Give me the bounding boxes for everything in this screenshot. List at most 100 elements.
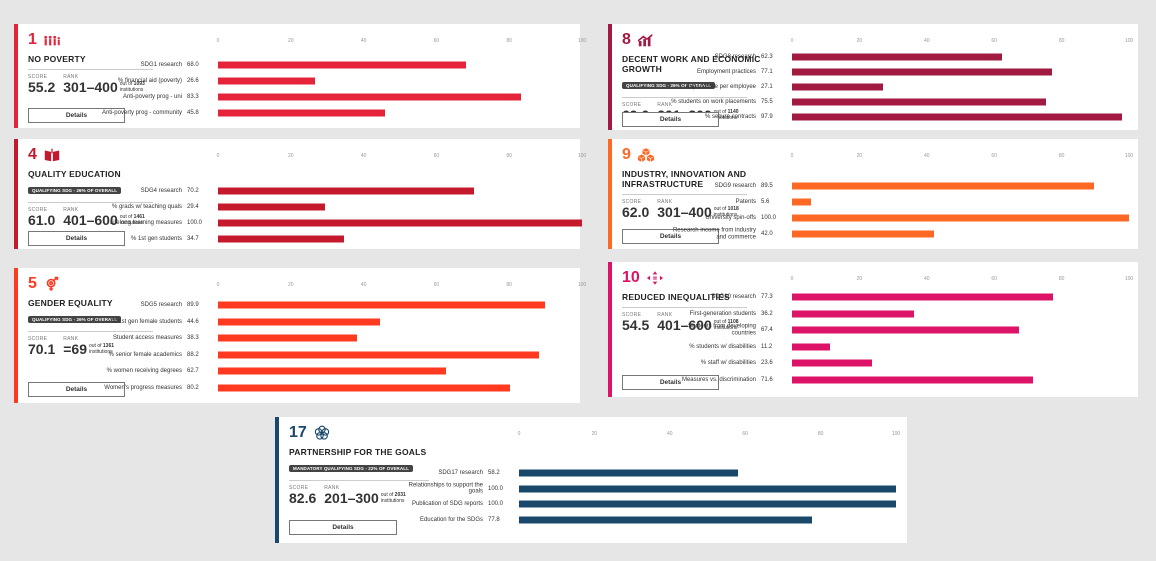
metric-value: 23.6 <box>761 360 773 366</box>
metric-row: Students from developing countries 67.4 <box>656 324 1137 336</box>
rank-block: RANK 401–600 <box>63 207 118 228</box>
rank-block: RANK 301–400 <box>63 74 118 95</box>
metric-label: SDG1 research <box>140 61 182 68</box>
axis-tick-label: 0 <box>216 38 220 44</box>
metric-bar-chart: 0 20 40 60 80 100 SDG10 research 77.3 First-gene… <box>656 276 1137 393</box>
metric-row: Student access measures 38.3 <box>82 332 590 344</box>
metric-bar <box>218 235 345 243</box>
divider <box>289 480 429 481</box>
score-rank-row: SCORE 70.1 RANK =69 out of 1361 institut… <box>28 336 178 357</box>
metric-value: 100.0 <box>488 501 504 507</box>
x-axis: 0 20 40 60 80 100 <box>656 153 1137 161</box>
out-of-prefix: out of <box>713 319 727 325</box>
sdg-number: 10 <box>622 269 640 286</box>
metric-label: SDG5 research <box>140 301 182 308</box>
axis-tick-label: 100 <box>1124 38 1134 44</box>
out-of-count: 1140 <box>727 109 739 115</box>
metric-label: Education for the SDGs <box>419 516 483 523</box>
sdg-title: REDUCED INEQUALITIES <box>622 292 730 302</box>
metric-bar <box>792 182 1094 190</box>
details-button[interactable]: Details <box>622 229 719 244</box>
metric-bar <box>218 334 358 342</box>
details-button[interactable]: Details <box>622 112 719 127</box>
divider <box>622 97 747 98</box>
sdg-summary: 10 REDUCED INEQUALITIES SCORE 54.5 RANK … <box>622 268 772 333</box>
rank-label: RANK <box>657 102 673 108</box>
metric-row: Expenditure per employee 27.1 <box>656 81 1137 93</box>
axis-tick-label: 60 <box>991 276 997 282</box>
out-of-text: out of 1461 institutions <box>120 214 145 226</box>
flower-icon <box>313 425 331 441</box>
out-of-count: 1461 <box>133 214 145 220</box>
details-button[interactable]: Details <box>28 382 125 397</box>
metric-value: 77.3 <box>761 294 773 300</box>
metric-bar <box>218 301 546 309</box>
axis-tick-label: 40 <box>360 38 367 44</box>
axis-tick-label: 40 <box>360 282 367 288</box>
out-of-suffix: institutions <box>89 349 113 355</box>
axis-tick-label: 100 <box>577 282 587 288</box>
metric-bar <box>792 98 1047 106</box>
metric-row: % grads w/ teaching quals 29.4 <box>82 201 590 213</box>
rank-value: 201–300 <box>324 490 379 506</box>
metric-bar <box>792 53 1002 61</box>
metric-row: SDG5 research 89.9 <box>82 299 590 311</box>
qualifying-badge: QUALIFYING SDG - 26% OF OVERALL <box>622 82 716 89</box>
metric-bar <box>792 326 1020 334</box>
metric-value: 26.6 <box>187 78 199 84</box>
metric-value: 27.1 <box>761 84 773 90</box>
metric-label: SDG4 research <box>140 187 182 194</box>
metric-value: 77.1 <box>761 69 773 75</box>
rank-label: RANK <box>63 207 79 213</box>
divider <box>28 202 153 203</box>
score-label: SCORE <box>622 102 642 108</box>
out-of-prefix: out of <box>713 109 727 115</box>
axis-tick-label: 20 <box>856 153 863 159</box>
score-label: SCORE <box>622 199 642 205</box>
out-of-text: out of 2031 institutions <box>381 492 406 504</box>
sdg-number: 8 <box>622 31 631 48</box>
metric-label: Employment practices <box>696 68 756 75</box>
metric-value: 5.6 <box>761 199 770 205</box>
score-rank-row: SCORE 54.5 RANK 401–600 out of 1108 inst… <box>622 312 772 333</box>
metric-label: % women receiving degrees <box>106 367 182 374</box>
metric-row: Education for the SDGs 77.8 <box>373 514 904 526</box>
metric-bar <box>519 469 739 477</box>
axis-tick-label: 0 <box>216 153 220 159</box>
details-button[interactable]: Details <box>28 108 125 123</box>
axis-tick-label: 60 <box>433 38 440 44</box>
score-label: SCORE <box>28 336 48 342</box>
metric-row: % women receiving degrees 62.7 <box>82 365 590 377</box>
metric-label: Student access measures <box>112 334 182 341</box>
sdg-summary: 17 PARTNERSHIP FOR THE GOALS MANDATORY Q… <box>289 423 479 506</box>
details-button[interactable]: Details <box>28 231 125 246</box>
sdg-header: 8 <box>622 30 772 50</box>
metric-value: 89.5 <box>761 183 773 189</box>
sdg8-card: 8 DECENT WORK AND ECONOMIC GROWTH QUALIF… <box>608 24 1138 130</box>
metric-value: 38.3 <box>187 335 199 341</box>
axis-tick-label: 80 <box>1058 276 1065 282</box>
sdg-number: 4 <box>28 146 37 163</box>
metric-row: SDG10 research 77.3 <box>656 291 1137 303</box>
out-of-prefix: out of <box>119 81 133 87</box>
metric-row: SDG4 research 70.2 <box>82 185 590 197</box>
metric-label: % students on work placements <box>671 98 756 105</box>
sdg-summary: 4 QUALITY EDUCATION QUALIFYING SDG - 26%… <box>28 145 178 228</box>
metric-row: Research income from industry and commer… <box>656 228 1137 240</box>
axis-tick-label: 20 <box>856 276 863 282</box>
details-button[interactable]: Details <box>289 520 397 535</box>
book-icon <box>43 147 61 163</box>
qualifying-badge: QUALIFYING SDG - 26% OF OVERALL <box>28 187 122 194</box>
sdg4-card: 4 QUALITY EDUCATION QUALIFYING SDG - 26%… <box>14 139 586 249</box>
divider <box>28 69 153 70</box>
metric-bar <box>218 384 510 391</box>
score-rank-row: SCORE 61.0 RANK 401–600 out of 1461 inst… <box>28 207 178 228</box>
x-axis: 0 20 40 60 80 100 <box>656 276 1137 284</box>
metric-row: SDG8 research 62.3 <box>656 51 1137 63</box>
axis-tick-label: 20 <box>288 282 294 288</box>
sdg9-card: 9 INDUSTRY, INNOVATION AND INFRASTRUCTUR… <box>608 139 1138 249</box>
details-button[interactable]: Details <box>622 375 719 390</box>
metric-bar <box>218 61 466 69</box>
metric-label: Students from developing countries <box>687 323 756 337</box>
divider <box>28 331 153 332</box>
